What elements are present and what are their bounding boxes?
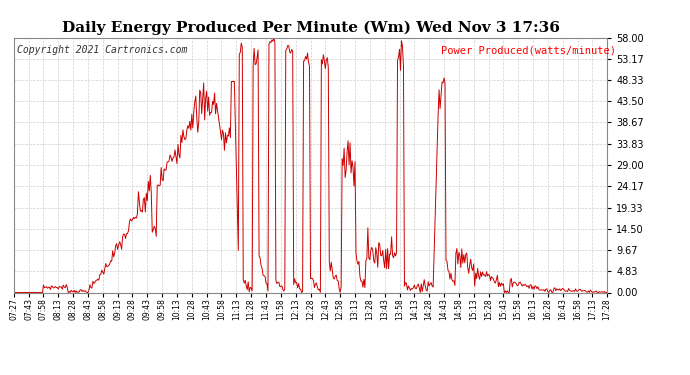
Text: Copyright 2021 Cartronics.com: Copyright 2021 Cartronics.com [17,45,187,55]
Title: Daily Energy Produced Per Minute (Wm) Wed Nov 3 17:36: Daily Energy Produced Per Minute (Wm) We… [61,21,560,35]
Text: Power Produced(watts/minute): Power Produced(watts/minute) [441,45,616,55]
